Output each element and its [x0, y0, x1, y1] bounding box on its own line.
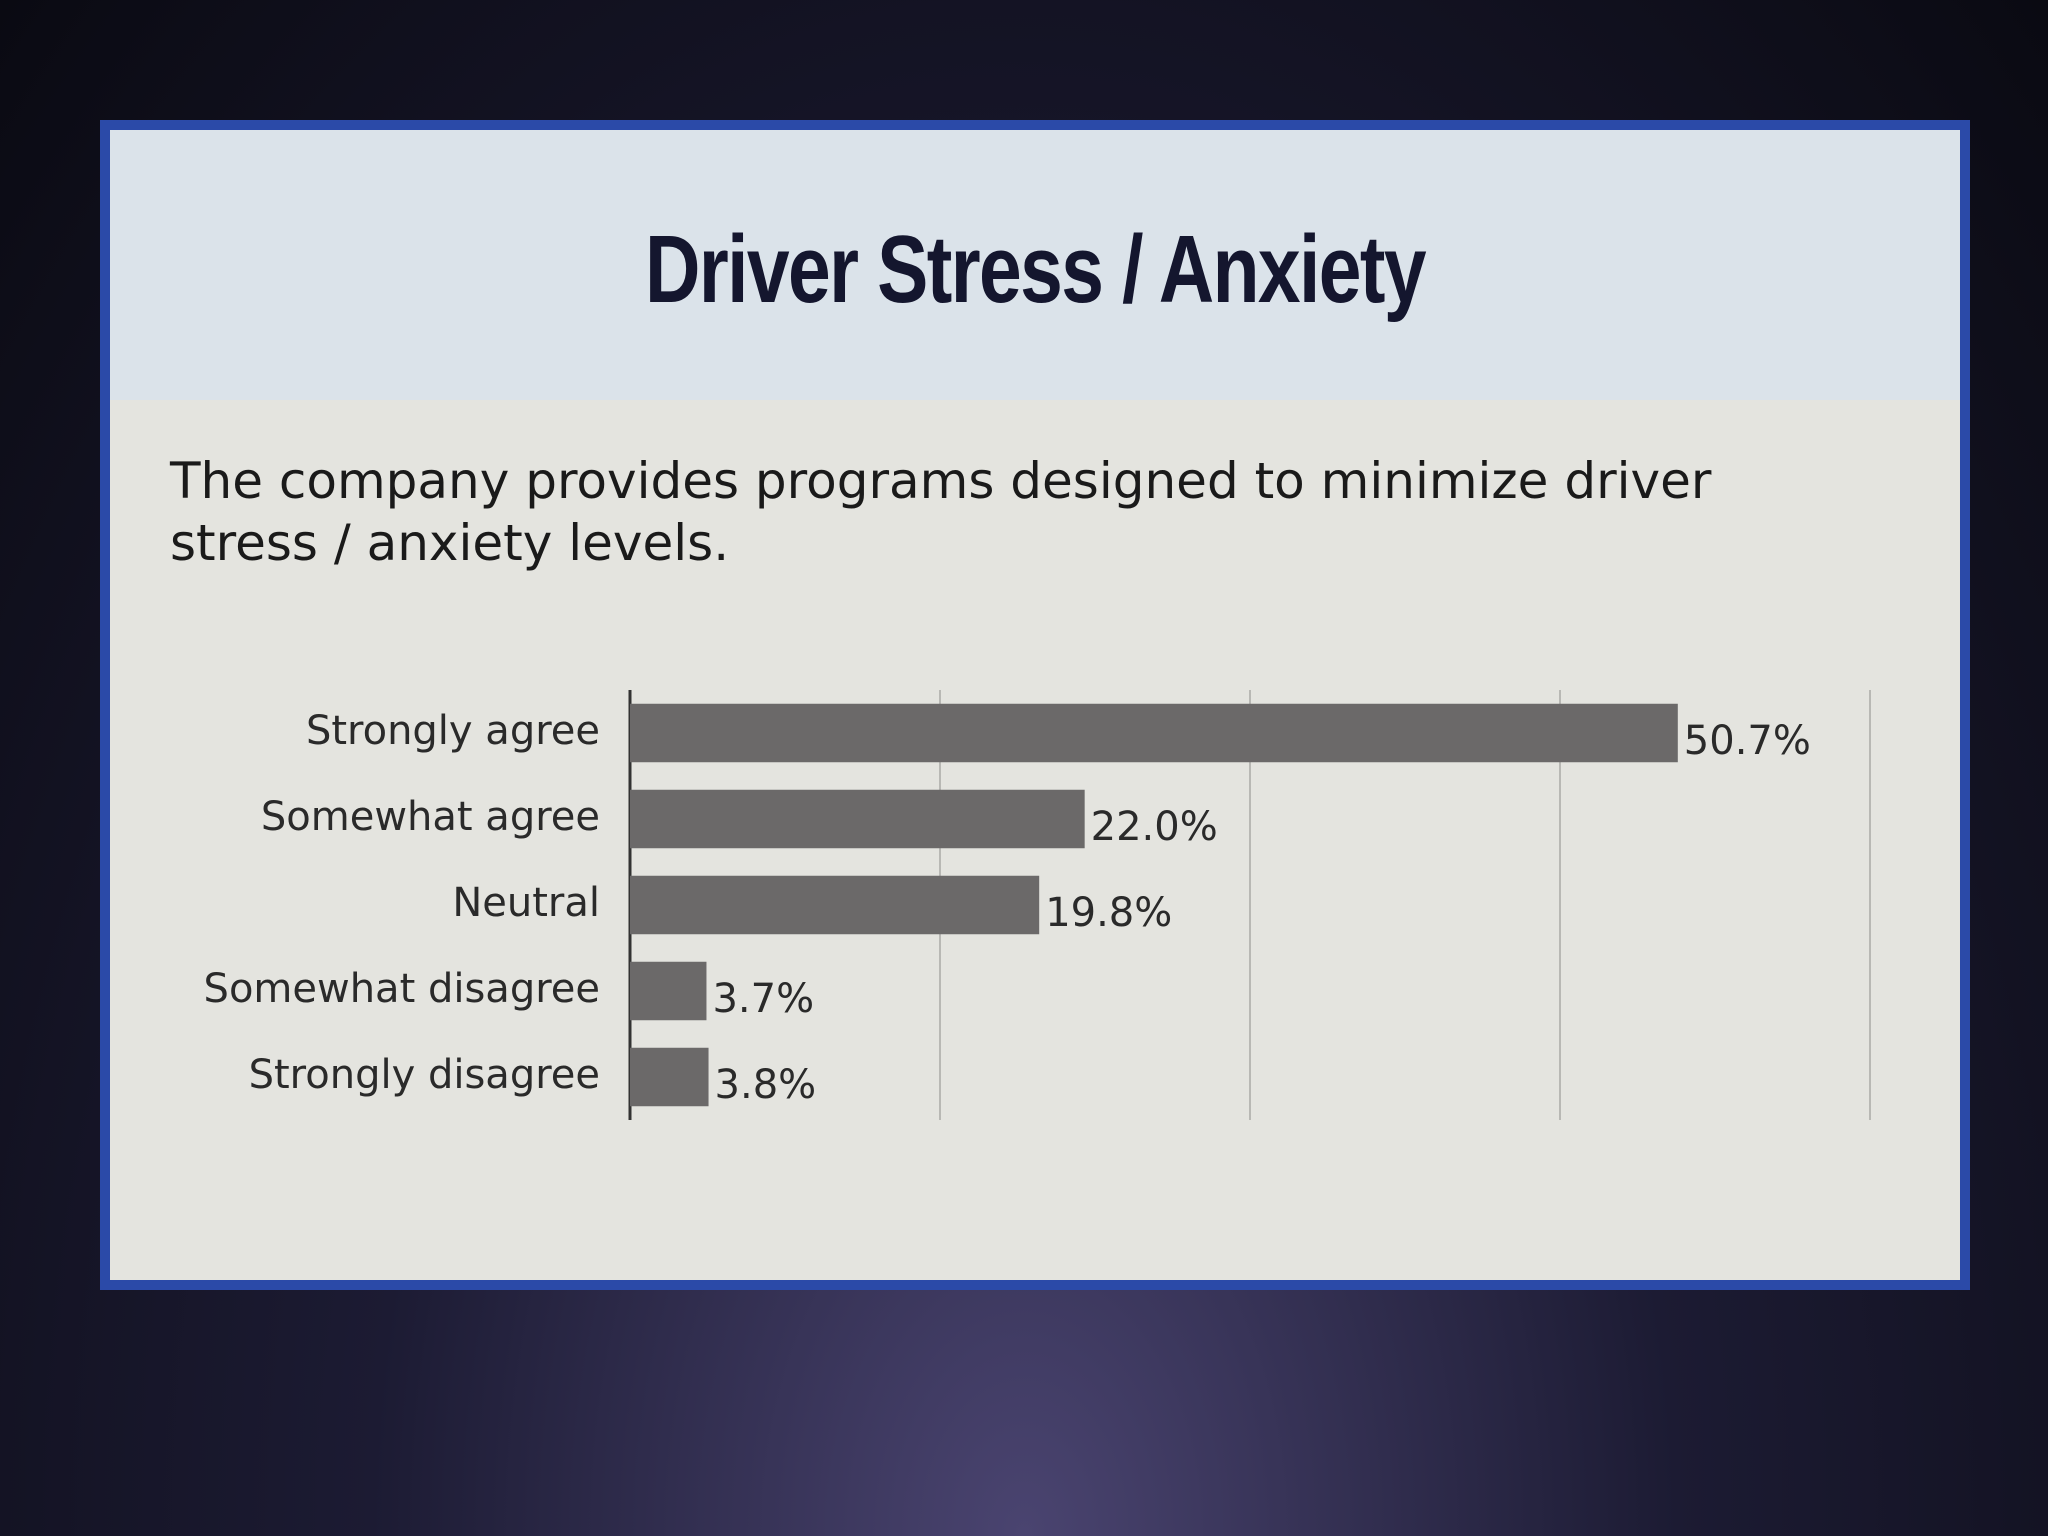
- chart-subtitle: The company provides programs designed t…: [170, 452, 1712, 572]
- chart-title: Driver Stress / Anxiety: [645, 216, 1427, 323]
- y-tick-label: Strongly agree: [306, 708, 600, 754]
- value-label: 3.7%: [712, 976, 814, 1022]
- bar: [630, 789, 1085, 849]
- slide: Driver Stress / Anxiety The company prov…: [100, 120, 1970, 1290]
- value-label: 50.7%: [1684, 718, 1811, 764]
- bar: [630, 1047, 709, 1107]
- value-label: 22.0%: [1091, 804, 1218, 850]
- y-tick-label: Somewhat disagree: [204, 966, 600, 1012]
- chart: Strongly agree 50.7% Somewhat agree 22.0% Ne…: [204, 690, 1871, 1120]
- bar: [630, 875, 1040, 935]
- y-tick-label: Somewhat agree: [261, 794, 600, 840]
- bar: [630, 703, 1678, 763]
- value-label: 19.8%: [1045, 890, 1172, 936]
- header-band: [110, 130, 1960, 400]
- value-label: 3.8%: [715, 1062, 817, 1108]
- bar: [630, 961, 707, 1021]
- y-tick-label: Neutral: [452, 880, 600, 926]
- y-tick-label: Strongly disagree: [249, 1052, 600, 1098]
